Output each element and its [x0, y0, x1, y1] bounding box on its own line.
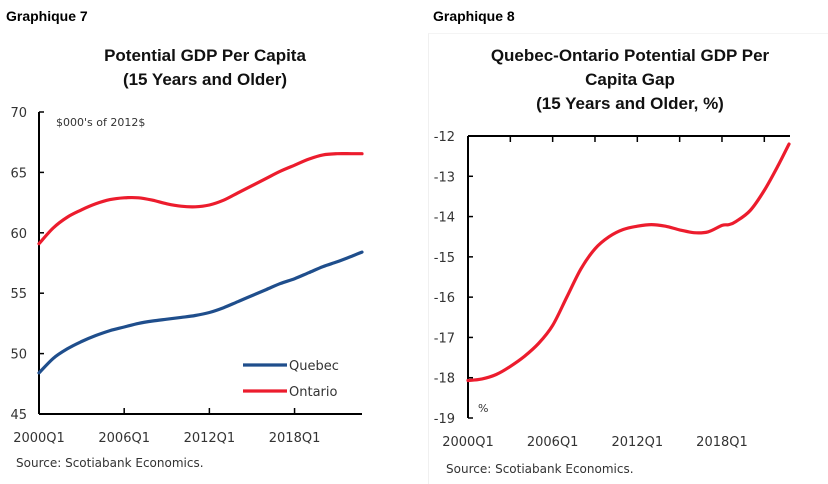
chart8-unit-label: % — [478, 402, 488, 415]
chart7-y-tick-label: 55 — [10, 287, 27, 302]
chart7-source: Source: Scotiabank Economics. — [16, 456, 204, 470]
chart7-x-tick-label: 2000Q1 — [13, 431, 65, 446]
chart7-unit-label: $000's of 2012$ — [56, 116, 145, 129]
chart7-title: Potential GDP Per Capita (15 Years and O… — [40, 44, 370, 92]
chart8-y-tick-label: -12 — [434, 130, 455, 145]
chart7-x-tick-label: 2012Q1 — [184, 431, 236, 446]
chart8-y-tick-label: -13 — [434, 170, 455, 185]
chart7-x-tick-label: 2018Q1 — [269, 431, 321, 446]
chart8-source: Source: Scotiabank Economics. — [446, 462, 634, 476]
chart8-panel-border — [428, 33, 828, 484]
chart8-x-tick-label: 2006Q1 — [527, 435, 579, 450]
chart7-y-tick-label: 65 — [10, 166, 27, 181]
chart8-x-tick-label: 2018Q1 — [696, 435, 748, 450]
chart8-y-tick-label: -19 — [434, 412, 455, 427]
chart7-series-ontario-line — [37, 152, 364, 246]
chart8-x-tick-label: 2000Q1 — [442, 435, 494, 450]
chart8-title-line-2: Capita Gap — [585, 70, 675, 89]
chart8-series-quebec-ontario-gap-line — [466, 142, 791, 383]
legend-ontario-label: Ontario — [289, 385, 337, 400]
chart8-label: Graphique 8 — [433, 8, 515, 24]
chart8-title: Quebec-Ontario Potential GDP Per Capita … — [440, 44, 820, 116]
chart8-y-tick-label: -17 — [434, 331, 455, 346]
chart8-y-tick-label: -18 — [434, 372, 455, 387]
chart8-y-tick-label: -14 — [434, 211, 455, 226]
chart7-y-tick-label: 70 — [10, 106, 27, 121]
chart7-series-quebec-line — [37, 250, 364, 375]
chart7-title-line-2: (15 Years and Older) — [122, 70, 288, 89]
chart8-y-tick-label: -15 — [434, 251, 455, 266]
legend-quebec-label: Quebec — [289, 359, 339, 374]
chart8-title-line-3: (15 Years and Older, %) — [536, 94, 724, 113]
chart8-x-tick-label: 2012Q1 — [612, 435, 664, 450]
chart7-y-tick-label: 45 — [10, 408, 27, 423]
chart7-x-tick-label: 2006Q1 — [98, 431, 150, 446]
chart8-y-tick-label: -16 — [434, 291, 455, 306]
chart7-label: Graphique 7 — [6, 8, 88, 24]
chart8-title-line-1: Quebec-Ontario Potential GDP Per — [490, 46, 770, 65]
chart7-title-line-1: Potential GDP Per Capita — [104, 46, 306, 65]
chart7-y-tick-label: 60 — [10, 227, 27, 242]
chart7-y-tick-label: 50 — [10, 348, 27, 363]
